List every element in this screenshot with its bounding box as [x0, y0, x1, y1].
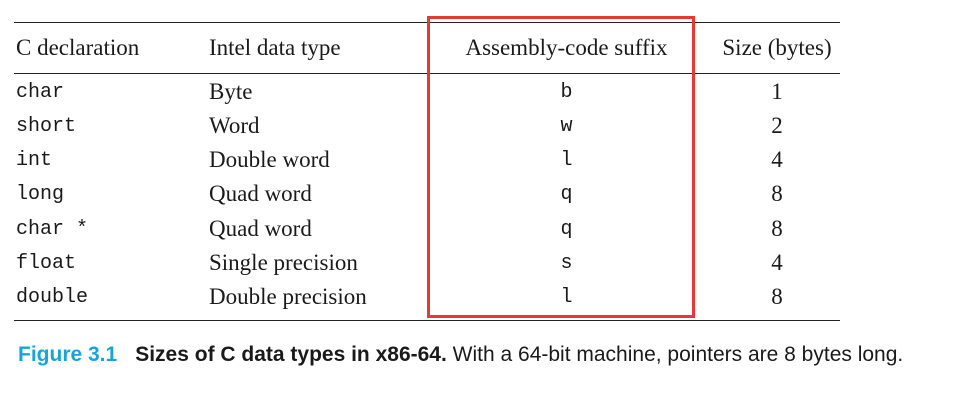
table-cell-intel-type: Single precision [209, 250, 358, 275]
table-cell-size: 8 [771, 181, 783, 206]
table-bottom-rule [14, 320, 840, 321]
table-cell-intel-type: Word [209, 113, 260, 138]
header-assembly-suffix: Assembly-code suffix [465, 35, 668, 60]
table-cell-size: 4 [771, 147, 783, 172]
header-intel-data-type: Intel data type [209, 35, 341, 60]
figure-caption-text: With a 64-bit machine, pointers are 8 by… [452, 343, 904, 366]
table-cell-size: 4 [771, 250, 783, 275]
table-cell-suffix: b [560, 81, 573, 104]
table-cell-c-declaration: float [16, 252, 77, 275]
header-size-bytes: Size (bytes) [722, 35, 832, 60]
figure-caption: Figure 3.1 Sizes of C data types in x86-6… [18, 340, 948, 370]
table-cell-size: 2 [771, 113, 783, 138]
table-cell-suffix: l [560, 286, 573, 309]
table-cell-c-declaration: short [16, 115, 77, 138]
figure-title: Sizes of C data types in x86-64. [135, 343, 447, 366]
header-c-declaration: C declaration [16, 35, 140, 60]
table-cell-c-declaration: double [16, 286, 89, 309]
table-cell-suffix: l [560, 149, 573, 172]
table-cell-c-declaration: char * [16, 218, 89, 241]
table-cell-intel-type: Quad word [209, 216, 312, 241]
suffix-column-highlight-box [427, 16, 695, 318]
table-cell-size: 1 [771, 79, 783, 104]
table-cell-c-declaration: long [16, 183, 65, 206]
table-cell-intel-type: Quad word [209, 181, 312, 206]
table-cell-intel-type: Double precision [209, 284, 367, 309]
table-cell-suffix: s [560, 252, 573, 275]
table-cell-suffix: q [560, 183, 573, 206]
figure-label: Figure 3.1 [18, 343, 118, 366]
table-cell-suffix: w [560, 115, 573, 138]
table-cell-size: 8 [771, 216, 783, 241]
table-cell-size: 8 [771, 284, 783, 309]
table-cell-suffix: q [560, 218, 573, 241]
table-cell-intel-type: Double word [209, 147, 330, 172]
table-cell-c-declaration: int [16, 149, 53, 172]
table-cell-intel-type: Byte [209, 79, 253, 104]
table-cell-c-declaration: char [16, 81, 65, 104]
